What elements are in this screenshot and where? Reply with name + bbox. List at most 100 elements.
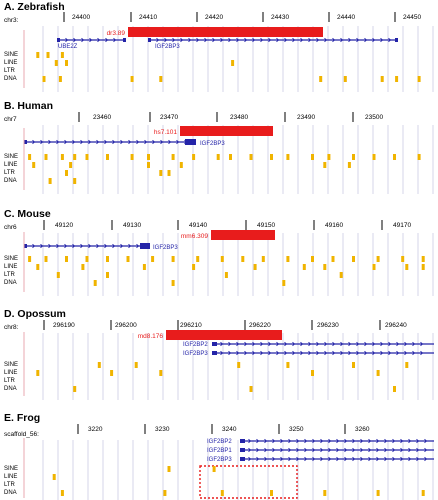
strand-arrow [344,438,348,444]
grid-lines [42,440,434,500]
exon-block [140,243,150,249]
strand-arrow [248,456,252,462]
repeat-block [151,256,155,262]
gene-label: IGF2BP3 [183,351,208,357]
tick-label: 23470 [160,114,178,121]
strand-arrow [280,447,284,453]
repeat-block [339,272,343,278]
strand-arrow [384,438,388,444]
strand-arrow [308,341,312,347]
repeat-block [163,490,167,496]
repeat-block [347,162,351,168]
tick-label: 24410 [139,14,157,21]
exon-block [57,38,60,42]
tick-label: 3240 [222,426,237,433]
repeat-block [60,154,64,160]
tick-label: 24440 [337,14,355,21]
tick-label: 49140 [189,222,207,229]
conserved-element-bar [211,230,275,240]
tick-label: 3230 [155,426,170,433]
repeat-block [36,52,40,58]
repeat-block [142,264,146,270]
repeat-block [352,154,355,160]
repeat-block [130,76,134,82]
repeat-block [282,280,286,286]
gene-igf2bp3: IGF2BP3 [148,37,398,50]
strand-arrow [408,456,412,462]
repeat-track-line [36,264,425,270]
panel-title: B. Human [4,100,53,112]
strand-arrow [348,341,352,347]
gene-igf2bp2: IGF2BP2 [183,341,434,348]
repeat-block [147,154,150,160]
tick-label: 23460 [93,114,111,121]
strand-arrow [73,37,77,43]
strand-arrow [172,37,176,43]
repeat-track-line [52,474,56,480]
strand-arrow [384,456,388,462]
strand-arrow [96,243,100,249]
repeat-block [44,256,48,262]
strand-arrow [340,350,344,356]
strand-arrow [352,447,356,453]
coordinate-ruler: 23460 23470 23480 23490 23500 [78,112,383,122]
repeat-block [319,76,323,82]
repeat-block [401,256,405,262]
panel-title: E. Frog [4,412,40,424]
strand-arrow [104,139,108,145]
strand-arrow [220,37,224,43]
strand-arrow [112,243,116,249]
strand-arrow [364,350,368,356]
strand-arrow [416,438,420,444]
strand-arrow [136,139,140,145]
repeat-block [44,154,48,160]
track-label-dna: DNA [4,490,17,496]
repeat-block [106,154,109,160]
strand-arrow [56,243,60,249]
repeat-block [32,162,36,168]
repeat-track-sine [28,256,425,262]
strand-arrow [388,350,392,356]
strand-arrow [40,139,44,145]
chrom-label: chr8: [4,324,19,331]
strand-arrow [392,438,396,444]
strand-arrow [364,37,368,43]
repeat-block [421,256,425,262]
repeat-block [421,490,425,496]
strand-arrow [88,243,92,249]
strand-arrow [220,350,224,356]
strand-arrow [212,37,216,43]
repeat-block [220,256,224,262]
track-label-ltr: LTR [4,170,16,176]
panel-title: D. Opossum [4,308,66,320]
repeat-track-dna [48,178,77,184]
strand-arrow [352,438,356,444]
gene-label: IGF2BP3 [155,44,180,50]
tick-label: 24420 [205,14,223,21]
repeat-block [372,154,376,160]
repeat-block [192,264,196,270]
strand-arrow [296,447,300,453]
conserved-element-bar [166,330,282,340]
repeat-block [395,76,399,82]
exon-block [240,457,245,461]
repeat-block [196,256,200,262]
strand-arrow [160,139,164,145]
strand-arrow [80,243,84,249]
repeat-block [212,466,216,472]
strand-arrow [316,341,320,347]
tick-label: 49170 [393,222,411,229]
strand-arrow [336,438,340,444]
repeat-track-ltr [65,170,171,176]
tick-label: 296240 [385,322,407,329]
gene-label: IGF2BP3 [200,141,225,147]
repeat-block [106,272,109,278]
panel-title: A. Zebrafish [4,1,65,13]
strand-arrow [72,139,76,145]
strand-arrow [332,350,336,356]
strand-arrow [308,350,312,356]
repeat-block [372,264,376,270]
strand-arrow [32,243,36,249]
strand-arrow [236,37,240,43]
strand-arrow [81,37,85,43]
